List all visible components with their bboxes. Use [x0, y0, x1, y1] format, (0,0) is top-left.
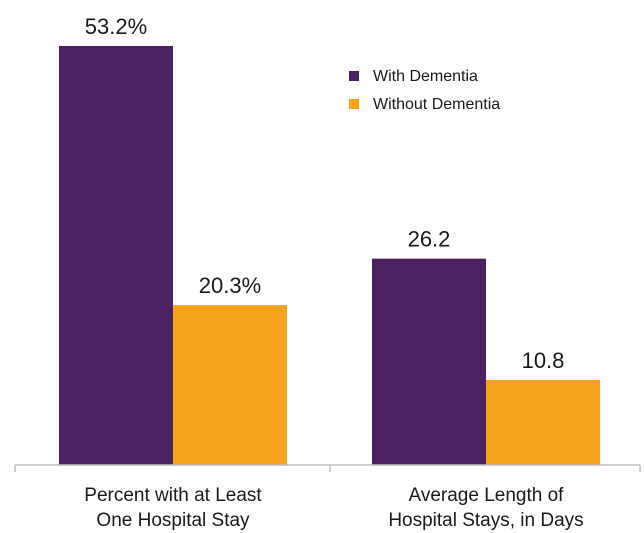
bar-with-dementia-0 [59, 46, 173, 465]
legend-swatch-without-dementia [349, 99, 359, 109]
legend: With Dementia Without Dementia [349, 68, 500, 113]
data-label: 53.2% [85, 14, 147, 39]
category-labels-group: Percent with at Least One Hospital Stay Av… [84, 485, 583, 531]
category-label: Hospital Stays, in Days [388, 510, 583, 531]
category-label: Average Length of [409, 485, 565, 506]
value-labels-group: 53.2% 26.2 20.3% 10.8 [85, 14, 565, 373]
data-label: 26.2 [408, 227, 451, 252]
category-label: Percent with at Least [84, 485, 262, 506]
legend-label: Without Dementia [373, 96, 500, 113]
bar-without-dementia-0 [173, 305, 287, 465]
data-label: 10.8 [522, 348, 565, 373]
bars-group [59, 46, 600, 465]
legend-label: With Dementia [373, 68, 478, 85]
data-label: 20.3% [199, 273, 261, 298]
bar-with-dementia-1 [372, 258, 486, 465]
bar-without-dementia-1 [486, 379, 600, 465]
category-label: One Hospital Stay [96, 510, 250, 531]
legend-swatch-with-dementia [349, 71, 359, 81]
